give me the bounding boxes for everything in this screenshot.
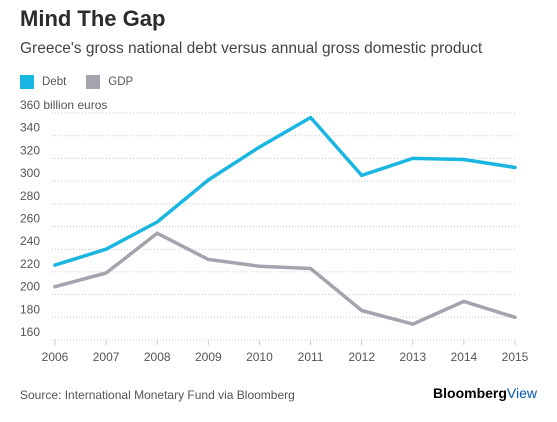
y-tick-label-280: 280 [20,189,40,203]
y-tick-label-260: 260 [20,212,40,226]
data-point-gdp-2010 [257,264,262,268]
x-tick-label-2015: 2015 [502,350,529,364]
data-point-gdp-2006 [53,285,57,289]
x-tick-label-2011: 2011 [298,350,324,364]
data-point-debt-2010 [257,145,262,149]
data-point-gdp-2012 [360,308,364,313]
series-line-debt [53,115,517,267]
chart-subtitle: Greece's gross national debt versus annu… [20,40,483,57]
legend-item-gdp: GDP [86,75,133,89]
data-point-debt-2008 [155,220,159,224]
y-tick-label-320: 320 [20,143,40,157]
series-line-gdp [53,231,517,326]
data-point-debt-2009 [206,178,210,182]
data-point-gdp-2007 [104,271,108,275]
brand-suffix: View [506,385,537,401]
brand-logo: BloombergView [433,385,537,401]
data-point-debt-2015 [513,165,517,170]
y-tick-label-240: 240 [20,234,40,248]
x-tick-label-2009: 2009 [195,350,222,364]
data-point-gdp-2013 [411,322,415,326]
x-tick-label-2013: 2013 [399,350,426,364]
y-tick-label-220: 220 [20,257,40,271]
data-point-debt-2011 [308,115,313,120]
x-tick-label-2010: 2010 [246,350,273,364]
data-point-debt-2006 [53,263,57,267]
legend: Debt GDP [20,73,153,91]
data-point-gdp-2011 [308,266,313,271]
legend-swatch-gdp [86,75,101,89]
y-tick-label-340: 340 [20,121,40,135]
chart-title: Mind The Gap [20,6,166,31]
x-tick-label-2007: 2007 [93,350,120,364]
y-tick-label-200: 200 [20,280,40,294]
x-tick-label-2012: 2012 [348,350,375,364]
source-note: Source: International Monetary Fund via … [20,388,295,402]
legend-swatch-debt [20,75,34,89]
x-tick-label-2006: 2006 [42,350,69,364]
brand-name: Bloomberg [433,385,507,401]
data-point-debt-2014 [462,157,466,162]
data-point-debt-2007 [104,247,108,251]
legend-label-gdp: GDP [108,76,134,88]
data-point-gdp-2008 [155,231,159,235]
data-point-gdp-2015 [513,315,517,319]
y-tick-label-180: 180 [20,302,40,316]
data-point-debt-2012 [360,173,364,178]
legend-item-debt: Debt [20,75,66,89]
data-point-debt-2013 [411,156,415,160]
x-tick-label-2008: 2008 [144,350,171,364]
data-point-gdp-2009 [206,257,210,262]
y-tick-label-300: 300 [20,166,40,180]
y-tick-label-160: 160 [20,325,40,339]
x-tick-label-2014: 2014 [451,350,478,364]
y-tick-label-360: 360 billion euros [20,98,107,112]
data-point-gdp-2014 [462,299,466,304]
legend-label-debt: Debt [42,76,67,88]
